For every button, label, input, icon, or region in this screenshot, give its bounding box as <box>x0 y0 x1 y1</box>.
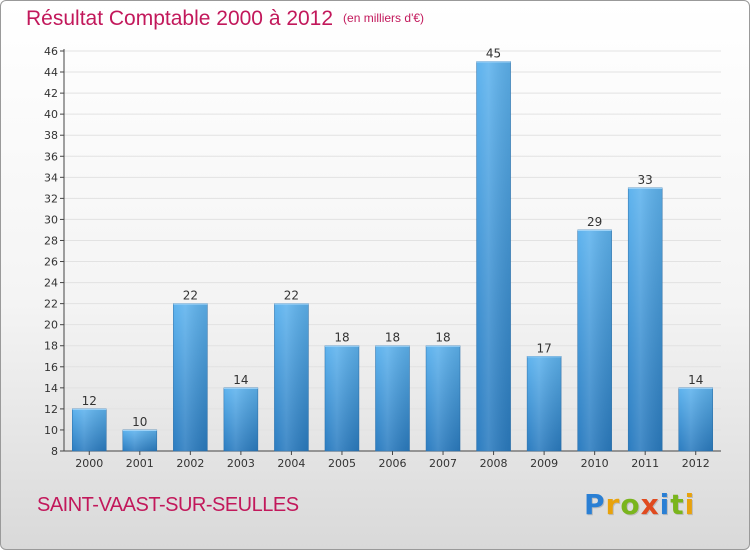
y-tick-label: 8 <box>51 445 58 458</box>
data-label: 17 <box>536 341 551 355</box>
y-tick-label: 34 <box>44 171 58 184</box>
commune-name: SAINT-VAAST-SUR-SEULLES <box>37 494 299 516</box>
bar-sheen <box>678 387 713 451</box>
y-tick-label: 42 <box>44 87 58 100</box>
x-tick-label: 2001 <box>126 457 154 470</box>
bar-sheen <box>476 61 511 452</box>
label-layer: 12 10 22 14 22 18 18 18 45 17 29 33 14 <box>82 47 704 429</box>
logo-letter: o <box>620 488 641 521</box>
x-tick-label: 2002 <box>176 457 204 470</box>
bar-sheen <box>72 408 107 451</box>
data-label: 29 <box>587 215 602 229</box>
y-tick-label: 40 <box>44 108 58 121</box>
bar-sheen <box>628 187 663 451</box>
bar-sheen <box>426 345 461 451</box>
y-tick-label: 24 <box>44 277 58 290</box>
data-label: 18 <box>435 331 450 345</box>
bar-sheen <box>122 429 157 451</box>
data-label: 12 <box>82 394 97 408</box>
x-tick-label: 2008 <box>480 457 508 470</box>
bar-sheen <box>223 387 258 451</box>
logo-letter: i <box>684 488 696 521</box>
y-tick-label: 12 <box>44 403 58 416</box>
x-tick-label: 2012 <box>682 457 710 470</box>
y-tick-label: 46 <box>44 45 58 58</box>
y-tick-label: 22 <box>44 298 58 311</box>
y-tick-label: 26 <box>44 256 58 269</box>
data-label: 18 <box>334 331 349 345</box>
x-tick-label: 2011 <box>631 457 659 470</box>
y-tick-label: 18 <box>44 340 58 353</box>
x-tick-label: 2004 <box>277 457 305 470</box>
data-label: 18 <box>385 331 400 345</box>
y-tick-label: 10 <box>44 424 58 437</box>
y-tick-label: 30 <box>44 213 58 226</box>
y-tick-label: 36 <box>44 150 58 163</box>
data-label: 22 <box>284 289 299 303</box>
bar-sheen <box>324 345 359 451</box>
x-tick-label: 2003 <box>227 457 255 470</box>
data-label: 22 <box>183 289 198 303</box>
bar-sheen <box>577 229 612 451</box>
proxiti-logo: Proxiti <box>584 488 695 521</box>
y-tick-label: 20 <box>44 319 58 332</box>
data-label: 45 <box>486 47 501 61</box>
bar-sheen <box>375 345 410 451</box>
bar-sheen <box>274 303 309 451</box>
logo-letter: t <box>670 488 685 521</box>
chart-subtitle: (en milliers d'€) <box>343 11 425 25</box>
bar-sheen <box>173 303 208 451</box>
data-label: 14 <box>233 373 248 387</box>
x-tick-label: 2006 <box>379 457 407 470</box>
x-tick-label: 2009 <box>530 457 558 470</box>
y-tick-label: 16 <box>44 361 58 374</box>
bar-layer <box>72 61 713 452</box>
y-tick-label: 28 <box>44 234 58 247</box>
x-tick-label: 2007 <box>429 457 457 470</box>
data-label: 14 <box>688 373 703 387</box>
logo-letter: x <box>640 488 660 521</box>
bar-sheen <box>527 356 562 451</box>
x-tick-label: 2005 <box>328 457 356 470</box>
title-row: Résultat Comptable 2000 à 2012 (en millie… <box>26 7 424 31</box>
y-tick-label: 32 <box>44 192 58 205</box>
logo-letter: r <box>605 488 621 521</box>
y-tick-label: 38 <box>44 129 58 142</box>
logo-letter: i <box>659 488 671 521</box>
y-tick-label: 44 <box>44 66 58 79</box>
chart-title: Résultat Comptable 2000 à 2012 <box>26 7 334 30</box>
x-tick-label: 2010 <box>581 457 609 470</box>
data-label: 10 <box>132 415 147 429</box>
y-tick-label: 14 <box>44 382 58 395</box>
data-label: 33 <box>638 173 653 187</box>
x-tick-label: 2000 <box>75 457 103 470</box>
logo-letter: P <box>584 488 606 521</box>
